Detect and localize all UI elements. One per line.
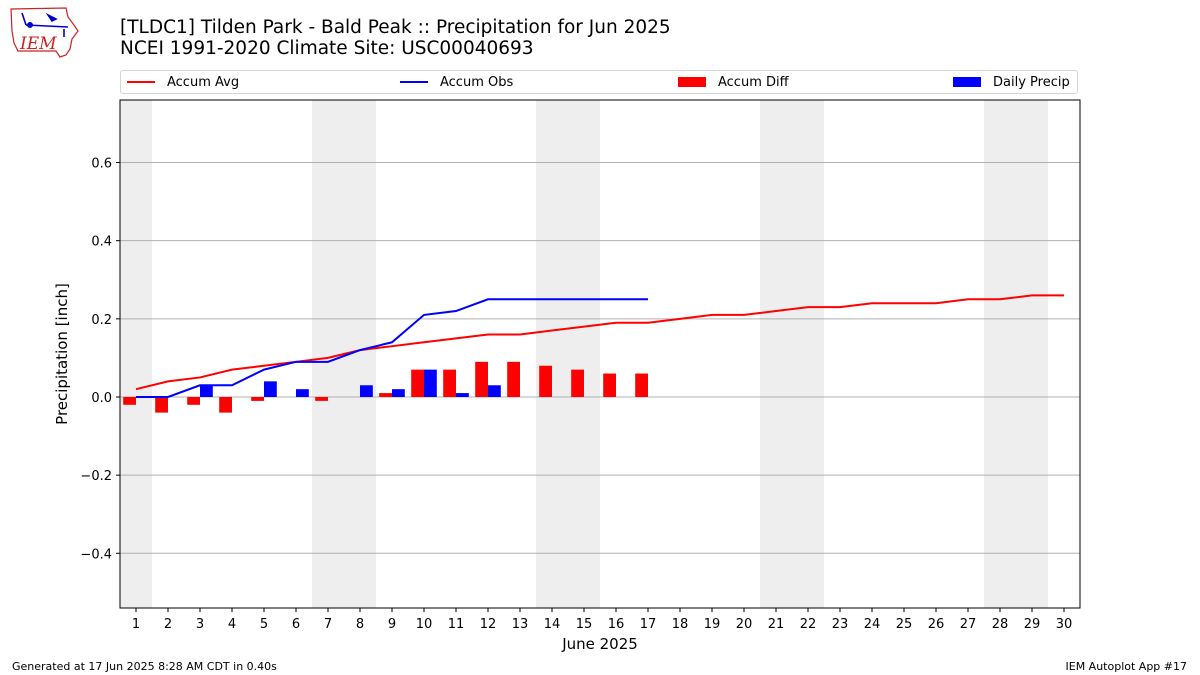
chart-legend: Accum Avg Accum Obs Accum Diff Daily Pre… bbox=[120, 70, 1078, 94]
series-lines bbox=[135, 294, 1064, 398]
accum-diff-bar bbox=[411, 369, 424, 397]
accum-diff-bar bbox=[315, 396, 328, 401]
x-tick-label: 13 bbox=[512, 617, 529, 632]
accum-diff-bar bbox=[123, 396, 136, 405]
x-axis-label: June 2025 bbox=[561, 635, 638, 653]
x-tick-label: 7 bbox=[324, 617, 332, 632]
x-tick-label: 26 bbox=[928, 617, 945, 632]
x-tick-label: 14 bbox=[544, 617, 561, 632]
daily-precip-bar bbox=[200, 385, 213, 397]
accum-diff-bar bbox=[603, 373, 616, 397]
grid-lines bbox=[120, 162, 1080, 554]
y-tick-label: 0.4 bbox=[91, 235, 112, 250]
y-tick-label: −0.4 bbox=[80, 547, 112, 562]
x-tick-label: 20 bbox=[736, 617, 753, 632]
x-tick-label: 17 bbox=[640, 617, 657, 632]
daily-precip-bar bbox=[424, 369, 437, 397]
daily-precip-bar bbox=[488, 385, 501, 397]
legend-swatch-daily-precip bbox=[953, 77, 981, 87]
weekend-band bbox=[760, 100, 824, 608]
legend-swatch-accum-diff bbox=[678, 77, 706, 87]
x-tick-label: 10 bbox=[416, 617, 433, 632]
legend-label-accum-obs: Accum Obs bbox=[440, 74, 514, 90]
x-tick-label: 4 bbox=[228, 617, 236, 632]
y-axis-label: Precipitation [inch] bbox=[53, 283, 71, 425]
chart-title-line1: [TLDC1] Tilden Park - Bald Peak :: Preci… bbox=[120, 17, 671, 38]
x-tick-label: 1 bbox=[132, 617, 140, 632]
accum-diff-bar bbox=[443, 369, 456, 397]
bars bbox=[123, 361, 648, 413]
y-tick-label: 0.6 bbox=[91, 157, 112, 172]
y-tick-label: −0.2 bbox=[80, 469, 112, 484]
x-tick-label: 5 bbox=[260, 617, 268, 632]
legend-item-accum-diff: Accum Diff bbox=[678, 71, 789, 93]
accum-diff-bar bbox=[571, 369, 584, 397]
legend-label-daily-precip: Daily Precip bbox=[993, 74, 1070, 90]
x-tick-label: 28 bbox=[992, 617, 1009, 632]
daily-precip-bar bbox=[296, 389, 309, 397]
x-tick-label: 27 bbox=[960, 617, 977, 632]
legend-item-accum-avg: Accum Avg bbox=[127, 71, 239, 93]
weekend-band bbox=[984, 100, 1048, 608]
footer-app: IEM Autoplot App #17 bbox=[1065, 660, 1188, 673]
x-axis-ticks: 1 2 3 4 5 6 7 8 9 10 11 12 13 14 15 16 17 18 19 20 21 22 23 24 2… bbox=[132, 608, 1072, 632]
accum-diff-bar bbox=[539, 365, 552, 397]
y-tick-label: 0.2 bbox=[91, 313, 112, 328]
daily-precip-bar bbox=[392, 389, 405, 397]
logo-text: IEM bbox=[19, 34, 57, 54]
legend-swatch-accum-obs bbox=[400, 81, 428, 83]
legend-swatch-accum-avg bbox=[127, 81, 155, 83]
x-tick-label: 24 bbox=[864, 617, 881, 632]
x-tick-label: 6 bbox=[292, 617, 300, 632]
x-tick-label: 2 bbox=[164, 617, 172, 632]
daily-precip-bar bbox=[456, 393, 469, 397]
accum-diff-bar bbox=[187, 396, 200, 405]
accum-diff-bar bbox=[379, 393, 392, 397]
legend-label-accum-diff: Accum Diff bbox=[718, 74, 789, 90]
x-tick-label: 15 bbox=[576, 617, 593, 632]
daily-precip-bar bbox=[360, 385, 373, 397]
x-tick-label: 30 bbox=[1056, 617, 1073, 632]
legend-item-daily-precip: Daily Precip bbox=[953, 71, 1070, 93]
x-tick-label: 16 bbox=[608, 617, 625, 632]
x-tick-label: 29 bbox=[1024, 617, 1041, 632]
accum-diff-bar bbox=[219, 396, 232, 413]
chart-title-line2: NCEI 1991-2020 Climate Site: USC00040693 bbox=[120, 38, 534, 59]
daily-precip-bar bbox=[264, 381, 277, 397]
weekend-shading bbox=[120, 100, 1048, 608]
chart-title: [TLDC1] Tilden Park - Bald Peak :: Preci… bbox=[120, 17, 671, 59]
x-tick-label: 11 bbox=[448, 617, 465, 632]
x-tick-label: 23 bbox=[832, 617, 849, 632]
accum-diff-bar bbox=[251, 396, 264, 401]
x-tick-label: 19 bbox=[704, 617, 721, 632]
legend-label-accum-avg: Accum Avg bbox=[167, 74, 240, 90]
accum-obs-line bbox=[136, 298, 648, 398]
iem-logo: IEM bbox=[8, 5, 80, 59]
weekend-band bbox=[536, 100, 600, 608]
legend-item-accum-obs: Accum Obs bbox=[400, 71, 513, 93]
plot-frame bbox=[119, 99, 1081, 609]
accum-diff-bar bbox=[475, 361, 488, 397]
x-tick-label: 22 bbox=[800, 617, 817, 632]
accum-diff-bar bbox=[155, 396, 168, 413]
x-tick-label: 8 bbox=[356, 617, 364, 632]
x-tick-label: 3 bbox=[196, 617, 204, 632]
footer-generated: Generated at 17 Jun 2025 8:28 AM CDT in … bbox=[12, 660, 277, 673]
accum-diff-bar bbox=[507, 361, 520, 397]
x-tick-label: 21 bbox=[768, 617, 785, 632]
weekend-band bbox=[120, 100, 152, 608]
x-tick-label: 18 bbox=[672, 617, 689, 632]
y-axis-ticks: −0.4 −0.2 0.0 0.2 0.4 0.6 bbox=[80, 157, 120, 562]
x-tick-label: 12 bbox=[480, 617, 497, 632]
accum-diff-bar bbox=[635, 373, 648, 397]
x-tick-label: 9 bbox=[388, 617, 396, 632]
x-tick-label: 25 bbox=[896, 617, 913, 632]
y-tick-label: 0.0 bbox=[91, 391, 112, 406]
